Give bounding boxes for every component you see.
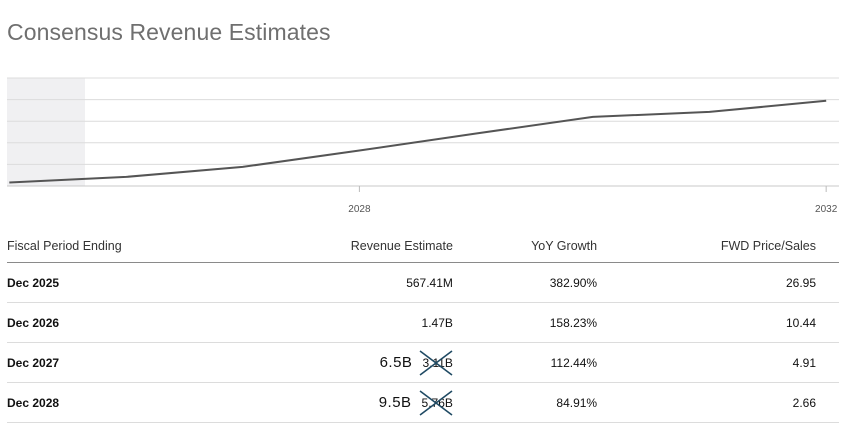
- chart-title: Consensus Revenue Estimates: [7, 19, 331, 45]
- period-cell: Dec 2028: [7, 382, 250, 423]
- period-cell: Dec 2026: [7, 302, 250, 343]
- revenue-cell: 567.41M: [249, 262, 453, 303]
- table-header-row: Fiscal Period Ending Revenue Estimate Yo…: [7, 230, 839, 263]
- yoy-cell: 84.91%: [452, 382, 598, 423]
- revenue-cell: 1.47B: [249, 302, 453, 343]
- ps-cell: 10.44: [597, 302, 839, 343]
- table-row: Dec 2027 6.5B 3.11B 112.44% 4.91: [7, 342, 839, 383]
- shaded-region: [7, 78, 85, 186]
- struck-revenue: 5.76B: [421, 395, 453, 410]
- period-cell: Dec 2027: [7, 342, 250, 383]
- x-axis-ticks: 2028 2032: [348, 186, 838, 215]
- table-row: Dec 2025 567.41M 382.90% 26.95: [7, 262, 839, 303]
- table-row: Dec 2026 1.47B 158.23% 10.44: [7, 302, 839, 343]
- revenue-cell: 6.5B 3.11B: [249, 342, 453, 383]
- revenue-line-chart: 2028 2032: [7, 77, 839, 215]
- revenue-series-line: [9, 99, 827, 184]
- revenue-cell: 9.5B 5.76B: [249, 382, 453, 423]
- header-fwd-price-sales[interactable]: FWD Price/Sales: [597, 230, 839, 263]
- ps-cell: 2.66: [597, 382, 839, 423]
- estimates-table: Fiscal Period Ending Revenue Estimate Yo…: [7, 230, 839, 423]
- x-tick-label: 2028: [348, 204, 371, 215]
- yoy-cell: 158.23%: [452, 302, 598, 343]
- x-tick-label: 2032: [815, 204, 838, 215]
- header-revenue-estimate[interactable]: Revenue Estimate: [249, 230, 453, 263]
- chart-grid: [7, 77, 839, 187]
- yoy-cell: 112.44%: [452, 342, 598, 383]
- header-yoy-growth[interactable]: YoY Growth: [452, 230, 598, 263]
- ps-cell: 4.91: [597, 342, 839, 383]
- table-row: Dec 2028 9.5B 5.76B 84.91% 2.66: [7, 382, 839, 423]
- header-fiscal-period[interactable]: Fiscal Period Ending: [7, 230, 250, 263]
- yoy-cell: 382.90%: [452, 262, 598, 303]
- struck-revenue: 3.11B: [422, 355, 453, 370]
- handwritten-revenue: 6.5B: [379, 354, 413, 371]
- handwritten-revenue: 9.5B: [378, 394, 412, 411]
- period-cell: Dec 2025: [7, 262, 250, 303]
- ps-cell: 26.95: [597, 262, 839, 303]
